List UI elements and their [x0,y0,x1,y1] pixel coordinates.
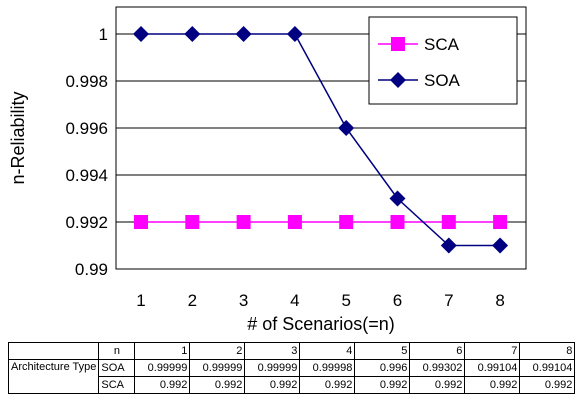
y-tick-label: 0.998 [65,72,108,91]
data-point-soa [440,237,457,254]
x-axis-label: # of Scenarios(=n) [247,314,395,334]
x-tick-label: 6 [393,291,402,310]
legend-box [368,16,518,105]
series-lines [141,33,501,247]
legend-sca-marker [391,37,405,51]
x-tick-label: 2 [188,291,197,310]
y-tick-label: 0.994 [65,166,108,185]
header-col: 4 [299,342,356,360]
table-cell: 0.992 [244,376,301,394]
table-cell: 0.992 [464,376,521,394]
reliability-chart: 0.99 0.992 0.994 0.996 0.998 1 1 2 3 4 5 6 7 8 # of … [8,6,527,334]
table-cell: 0.99999 [134,359,191,377]
table-row-sca: SCA 0.992 0.992 0.992 0.992 0.992 0.992 … [9,376,576,394]
table-row-soa: Architecture Type SOA 0.99999 0.99999 0.… [7,359,576,394]
x-tick-label: 7 [444,291,453,310]
table-cell: 0.99302 [409,359,466,377]
x-tick-label: 8 [495,291,504,310]
row-label-soa: SOA [98,359,136,377]
legend-sca-label: SCA [424,35,460,54]
data-point-soa [235,26,252,42]
y-axis-label: n-Reliability [8,91,28,184]
y-tick-label: 0.996 [65,119,108,138]
legend-soa-label: SOA [424,71,461,90]
data-point-soa [389,190,406,207]
y-tick-label: 0.99 [75,260,108,279]
x-tick-label: 3 [239,291,248,310]
x-tick-label: 4 [290,291,299,310]
data-point-soa [338,120,355,136]
legend: SCA SOA [368,16,518,105]
header-col: 3 [244,342,301,360]
header-col: 1 [134,342,191,360]
data-point-sca [185,215,200,229]
architecture-type-label: Architecture Type [7,359,100,394]
table-cell: 0.99999 [189,359,246,377]
table-cell: 0.992 [519,376,576,394]
table-cell: 0.99104 [519,359,576,377]
data-point-soa [286,26,303,42]
x-tick-label: 1 [136,291,145,310]
series-line-soa [141,33,501,247]
legend-soa-marker [390,72,406,88]
table-cell: 0.992 [189,376,246,394]
data-point-soa [492,237,509,254]
table-cell: 0.992 [299,376,356,394]
data-point-sca [441,215,456,229]
data-point-sca [339,215,354,229]
table-cell: 0.99998 [299,359,356,377]
row-label-sca: SCA [98,376,136,394]
header-col: 5 [354,342,411,360]
table-header-row: n 1 2 3 4 5 6 7 8 [7,342,576,360]
header-col: 6 [409,342,466,360]
table-cell: 0.992 [354,376,411,394]
header-col: 7 [464,342,521,360]
series-markers [133,26,509,254]
data-point-sca [390,215,405,229]
table-cell: 0.99999 [244,359,301,377]
table-cell: 0.996 [354,359,411,377]
data-table: n 1 2 3 4 5 6 7 8 Architecture Type SOA … [7,342,576,394]
data-point-soa [184,26,201,42]
table-cell: 0.992 [134,376,191,394]
header-n: n [98,342,136,360]
x-tick-label: 5 [341,291,350,310]
y-tick-labels: 0.99 0.992 0.994 0.996 0.998 1 [65,25,108,279]
table-cell: 0.992 [409,376,466,394]
x-tick-labels: 1 2 3 4 5 6 7 8 [136,291,505,310]
header-col: 8 [519,342,576,360]
header-col: 2 [189,342,246,360]
data-point-sca [493,215,508,229]
data-point-sca [236,215,251,229]
table-corner-cell [7,342,100,360]
y-tick-label: 1 [99,25,108,44]
data-point-sca [287,215,302,229]
y-tick-label: 0.992 [65,213,108,232]
data-point-sca [134,215,148,229]
table-cell: 0.99104 [464,359,521,377]
data-point-soa [133,26,149,42]
